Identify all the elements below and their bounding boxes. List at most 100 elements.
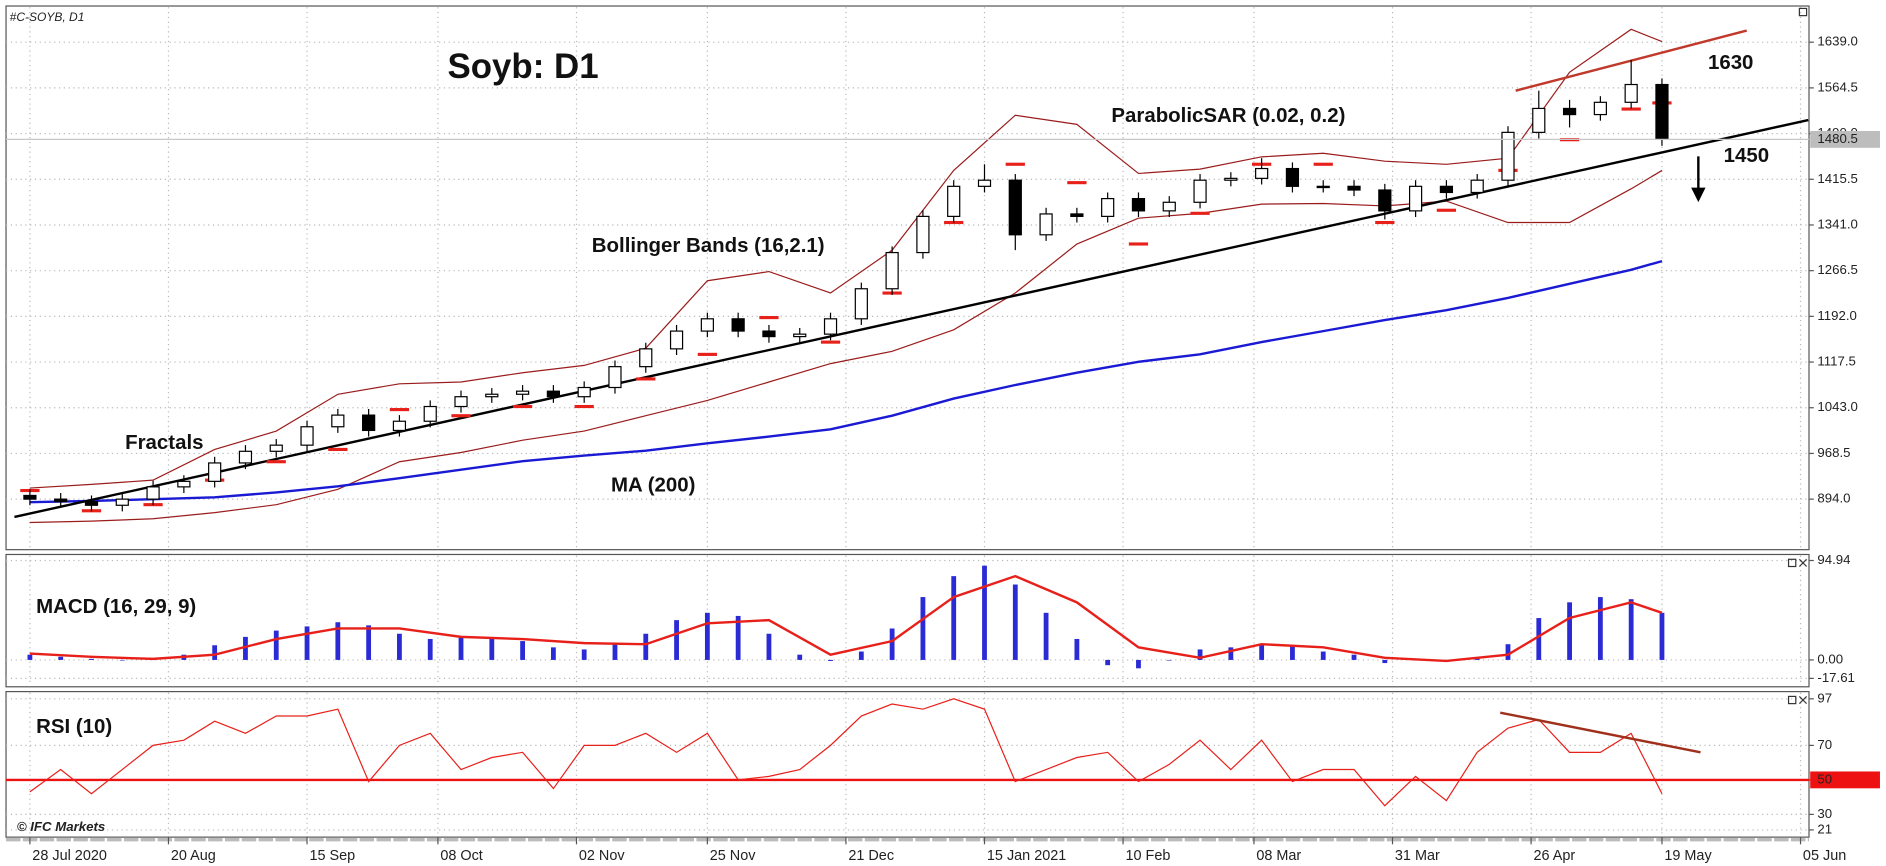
candle-body <box>454 396 468 408</box>
macd-bar <box>1166 659 1172 661</box>
macd-bar <box>1074 638 1080 660</box>
candle-body <box>608 366 622 389</box>
y-tick-label: 21 <box>1817 821 1832 836</box>
sar-dot <box>328 447 348 452</box>
candle-body <box>54 498 68 503</box>
macd-bar <box>858 651 864 660</box>
macd-bar <box>304 626 310 660</box>
macd-bar <box>735 615 741 660</box>
macd-bar <box>27 654 33 660</box>
x-tick-label: 28 Jul 2020 <box>32 848 107 864</box>
y-tick-label: 30 <box>1817 806 1832 821</box>
x-tick-label: 08 Oct <box>440 848 482 864</box>
candle-body <box>177 480 191 488</box>
candle-body <box>392 420 407 432</box>
macd-bar <box>427 638 433 660</box>
macd-bar <box>920 597 926 660</box>
candle-body <box>793 333 807 338</box>
candle-body <box>1008 179 1022 236</box>
candle-body <box>947 185 961 217</box>
x-tick-label: 05 Jun <box>1803 848 1846 864</box>
x-tick-label: 02 Nov <box>579 848 625 864</box>
moving-average <box>29 259 1663 504</box>
candle-body <box>269 444 283 452</box>
x-tick-label: 20 Aug <box>171 848 216 864</box>
rsi-line <box>29 698 1663 807</box>
macd-bar <box>612 644 618 660</box>
macd-bar <box>674 620 679 660</box>
annotation: Fractals <box>125 431 203 454</box>
candle-body <box>1039 213 1053 236</box>
candle-body <box>515 390 530 395</box>
annotation: ParabolicSAR (0.02, 0.2) <box>1111 104 1345 127</box>
macd-bar <box>1597 597 1603 660</box>
candle-body <box>238 450 253 464</box>
macd-bar <box>1043 612 1049 660</box>
candle-body <box>1193 179 1207 203</box>
sar-dot <box>574 404 594 409</box>
candle-body <box>1593 101 1607 116</box>
candle-body <box>977 179 992 187</box>
x-tick-label: 08 Mar <box>1256 848 1301 864</box>
candle-body <box>669 330 684 350</box>
y-tick-label: 1564.5 <box>1817 79 1857 94</box>
macd-bar <box>797 654 803 660</box>
y-tick-label: 968.5 <box>1817 445 1850 460</box>
candle-body <box>146 486 160 500</box>
candle-body <box>1255 167 1269 179</box>
sar-dot <box>512 404 533 409</box>
watermark: © IFC Markets <box>17 819 105 834</box>
bollinger-upper <box>29 28 1663 489</box>
panel <box>5 553 1810 688</box>
macd-bar <box>1659 612 1665 660</box>
panel <box>5 690 1810 838</box>
macd-bar <box>581 649 587 660</box>
candle-body <box>916 215 930 254</box>
macd-bar <box>397 633 402 660</box>
price-label: 1480.5 <box>1817 131 1857 146</box>
macd-bar <box>1628 599 1634 660</box>
candle-body <box>1101 197 1115 217</box>
window-icon <box>1798 7 1808 17</box>
rsi-trendline <box>1500 711 1701 754</box>
macd-bar <box>1228 647 1234 660</box>
candle-body <box>1439 185 1454 194</box>
sar-dot <box>759 316 779 320</box>
symbol: #C-SOYB, D1 <box>10 10 85 24</box>
sar-dot <box>1313 162 1333 166</box>
candle-body <box>546 390 561 398</box>
macd-bar <box>889 628 895 660</box>
candle-body <box>23 494 37 500</box>
x-tick-label: 31 Mar <box>1395 848 1440 864</box>
candle-body <box>700 318 714 332</box>
macd-bar <box>1136 659 1141 669</box>
candle-body <box>854 288 868 320</box>
window-icon <box>1787 695 1797 705</box>
macd-bar <box>458 636 464 660</box>
macd-bar <box>1320 651 1326 660</box>
annotation: 1630 <box>1708 51 1753 74</box>
x-tick-label: 21 Dec <box>848 848 894 864</box>
candle-body <box>1131 197 1146 212</box>
candle-body <box>1224 177 1238 181</box>
sar-dot <box>266 460 286 464</box>
sar-dot <box>1005 162 1025 166</box>
y-tick-label: 1266.5 <box>1817 262 1857 277</box>
macd-bar <box>1105 659 1111 666</box>
macd-bar <box>1197 649 1203 660</box>
y-tick-label: 1639.0 <box>1817 34 1857 49</box>
macd-bar <box>366 625 372 660</box>
macd-signal <box>29 574 1663 663</box>
macd-bar <box>89 658 94 660</box>
y-tick-label: 50 <box>1817 771 1832 786</box>
macd-bar <box>1382 659 1388 664</box>
candle-body <box>1501 131 1515 181</box>
candle-body <box>1285 167 1300 187</box>
sar-dot <box>1436 208 1457 212</box>
candle-body <box>362 414 376 432</box>
y-tick-label: 1415.5 <box>1817 171 1857 186</box>
candle-body <box>331 414 345 428</box>
macd-bar <box>119 659 125 661</box>
